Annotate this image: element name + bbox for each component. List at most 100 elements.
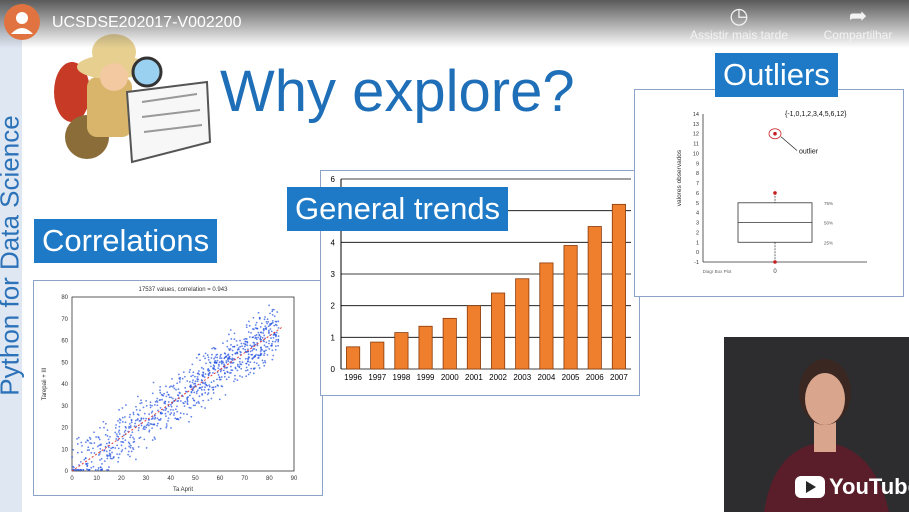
scatter-point bbox=[81, 444, 83, 447]
scatter-point bbox=[263, 364, 266, 367]
watch-later-button[interactable]: ◷ Assistir mais tarde bbox=[680, 4, 798, 43]
scatter-point bbox=[277, 320, 280, 323]
scatter-point bbox=[131, 446, 134, 449]
scatter-point bbox=[109, 455, 112, 458]
scatter-point bbox=[148, 430, 151, 433]
bar-2002 bbox=[491, 292, 506, 370]
scatter-point bbox=[170, 412, 173, 414]
scatter-point bbox=[209, 365, 212, 368]
scatter-point bbox=[187, 396, 189, 398]
scatter-point bbox=[124, 439, 127, 442]
scatter-point bbox=[137, 427, 140, 429]
share-button[interactable]: ➦ Compartilhar bbox=[812, 4, 904, 43]
scatter-point bbox=[212, 371, 214, 374]
scatter-point bbox=[267, 320, 270, 323]
bar-x-tick-label: 2000 bbox=[441, 373, 459, 382]
scatter-point bbox=[78, 469, 80, 471]
scatter-point bbox=[196, 380, 199, 383]
bar-x-tick-label: 2003 bbox=[513, 373, 531, 382]
scatter-point bbox=[271, 358, 274, 361]
scatter-point bbox=[142, 406, 145, 409]
scatter-point bbox=[203, 388, 206, 391]
scatter-point bbox=[277, 327, 280, 329]
scatter-point bbox=[124, 425, 127, 428]
scatter-point bbox=[193, 391, 196, 394]
scatter-point bbox=[231, 359, 234, 362]
youtube-logo[interactable]: YouTube bbox=[795, 474, 909, 500]
bar-1997 bbox=[370, 341, 385, 370]
scatter-point bbox=[213, 365, 216, 368]
scatter-point bbox=[167, 420, 169, 422]
scatter-point bbox=[173, 412, 176, 414]
watch-later-label: Assistir mais tarde bbox=[689, 28, 789, 42]
share-label: Compartilhar bbox=[823, 28, 893, 42]
scatter-point bbox=[201, 386, 204, 388]
scatter-point bbox=[124, 447, 127, 450]
channel-avatar[interactable] bbox=[4, 4, 40, 40]
scatter-point bbox=[98, 444, 101, 447]
scatter-point bbox=[265, 345, 267, 348]
box-y-tick-label: 2 bbox=[696, 230, 699, 236]
scatter-point bbox=[165, 395, 168, 398]
scatter-point bbox=[218, 398, 221, 401]
scatter-point bbox=[97, 469, 99, 471]
scatter-point bbox=[133, 438, 135, 440]
box-y-tick-label: 10 bbox=[693, 151, 699, 157]
scatter-point bbox=[208, 372, 211, 374]
scatter-point bbox=[179, 400, 182, 402]
scatter-point bbox=[258, 333, 261, 336]
scatter-point bbox=[245, 369, 247, 372]
scatter-point bbox=[207, 399, 210, 402]
bar-x-tick-label: 2007 bbox=[610, 373, 628, 382]
scatter-point bbox=[204, 352, 207, 355]
scatter-point bbox=[264, 361, 267, 364]
video-title[interactable]: UCSDSE202017-V002200 bbox=[52, 14, 242, 31]
scatter-point bbox=[140, 399, 142, 402]
scatter-point bbox=[99, 459, 101, 461]
scatter-point bbox=[173, 414, 175, 416]
scatter-point bbox=[171, 397, 174, 400]
scatter-point bbox=[255, 334, 258, 336]
scatter-point bbox=[214, 359, 217, 362]
scatter-point bbox=[138, 420, 141, 422]
box-y-tick-label: 3 bbox=[696, 221, 699, 227]
scatter-point bbox=[102, 420, 105, 423]
scatter-point bbox=[225, 378, 228, 381]
scatter-point bbox=[253, 342, 256, 344]
scatter-point bbox=[230, 344, 232, 346]
scatter-point bbox=[261, 359, 264, 362]
scatter-point bbox=[176, 410, 179, 413]
scatter-point bbox=[258, 367, 261, 369]
scatter-point bbox=[233, 380, 235, 383]
scatter-point bbox=[263, 334, 266, 337]
scatter-point bbox=[103, 460, 106, 463]
scatter-point bbox=[176, 405, 178, 408]
scatter-point bbox=[189, 394, 191, 397]
scatter-point bbox=[109, 457, 112, 460]
scatter-point bbox=[217, 363, 220, 366]
scatter-point bbox=[275, 331, 278, 334]
scatter-point bbox=[154, 438, 156, 440]
scatter-panel: 17537 values, correlation = 0.943 0 10 20 30… bbox=[33, 280, 323, 496]
box-outlier-arrow bbox=[780, 136, 798, 151]
scatter-point bbox=[142, 428, 145, 430]
sidebar-course-title: Python for Data Science bbox=[0, 115, 25, 396]
scatter-point bbox=[273, 315, 276, 318]
scatter-point bbox=[77, 436, 80, 439]
scatter-point bbox=[128, 416, 131, 418]
scatter-point bbox=[106, 469, 108, 471]
scatter-point bbox=[204, 373, 207, 375]
scatter-point bbox=[161, 398, 163, 401]
scatter-point bbox=[225, 366, 228, 369]
scatter-point bbox=[257, 331, 260, 334]
scatter-point bbox=[240, 351, 242, 354]
scatter-point bbox=[120, 444, 123, 447]
scatter-y-label: Tarepaii + III bbox=[42, 367, 48, 400]
scatter-point bbox=[218, 365, 220, 367]
box-y-tick-label: 6 bbox=[696, 191, 699, 197]
scatter-point bbox=[257, 364, 260, 367]
scatter-point bbox=[240, 342, 243, 345]
scatter-point bbox=[183, 375, 186, 378]
scatter-point bbox=[137, 445, 140, 448]
scatter-point bbox=[277, 335, 280, 338]
